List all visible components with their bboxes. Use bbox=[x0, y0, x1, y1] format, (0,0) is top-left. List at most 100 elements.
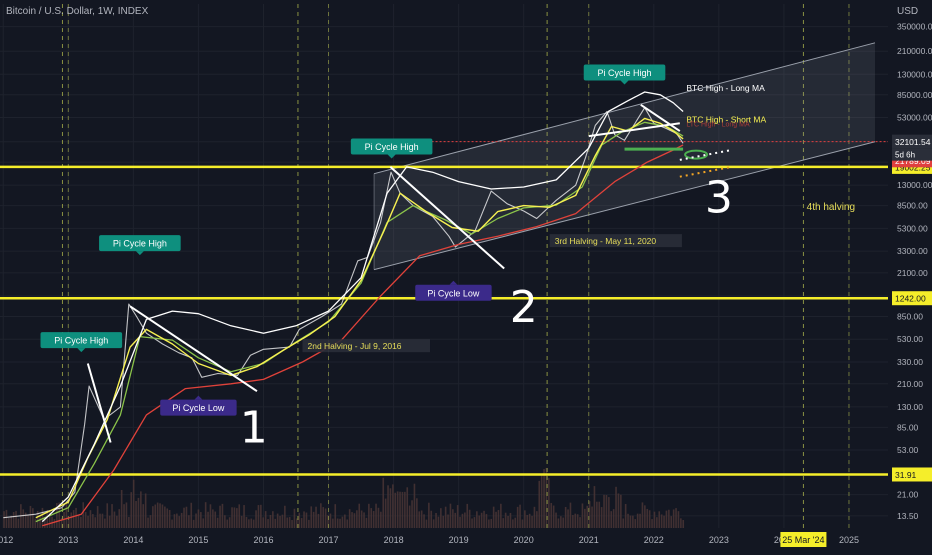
volume-bar bbox=[60, 517, 63, 528]
volume-bar bbox=[644, 505, 646, 528]
level-price-tag-2: 31.91 bbox=[895, 470, 917, 480]
volume-bar bbox=[531, 515, 533, 528]
volume-bar bbox=[303, 511, 305, 528]
volume-bar bbox=[245, 516, 248, 528]
volume-bar bbox=[478, 515, 481, 528]
volume-bar bbox=[15, 510, 17, 528]
volume-bar bbox=[656, 517, 658, 528]
pi-cycle-high-badge-1-bg bbox=[40, 332, 123, 349]
volume-bar bbox=[339, 518, 341, 528]
volume-bar bbox=[560, 516, 562, 528]
volume-bar bbox=[677, 511, 680, 528]
volume-bar bbox=[341, 516, 344, 528]
level-price-tag-1-bg bbox=[892, 291, 932, 306]
volume-bar bbox=[406, 487, 409, 528]
volume-bar bbox=[8, 517, 10, 528]
pi-cycle-high-badge-2-text: Pi Cycle High bbox=[113, 239, 167, 249]
y-tick-label-15: 330.00 bbox=[897, 357, 923, 367]
volume-bar bbox=[195, 513, 197, 528]
volume-bar bbox=[144, 493, 147, 528]
volume-bar bbox=[382, 477, 385, 528]
volume-bar bbox=[572, 515, 574, 528]
trend-line-0 bbox=[86, 363, 112, 443]
volume-bar bbox=[468, 509, 471, 528]
volume-bar bbox=[588, 501, 591, 528]
volume-bar bbox=[480, 512, 483, 528]
volume-bar bbox=[135, 501, 137, 528]
volume-bar bbox=[34, 518, 37, 528]
volume-bar bbox=[574, 513, 577, 528]
pi-cycle-high-badge-1-text: Pi Cycle High bbox=[54, 336, 108, 346]
volume-bar bbox=[159, 503, 161, 528]
x-tick-label-2013: 2013 bbox=[58, 535, 78, 545]
volume-bar bbox=[473, 517, 476, 528]
y-tick-label-17: 130.00 bbox=[897, 402, 923, 412]
volume-bar bbox=[118, 509, 121, 528]
volume-bar bbox=[514, 517, 517, 528]
volume-bar bbox=[533, 506, 536, 528]
volume-bar bbox=[312, 511, 315, 528]
volume-bar bbox=[140, 491, 142, 528]
volume-bar bbox=[173, 514, 176, 528]
pi-cycle-low-badge-2-bg bbox=[415, 284, 492, 301]
volume-bar bbox=[288, 517, 291, 528]
volume-bar bbox=[5, 509, 8, 528]
currency-label: USD bbox=[897, 6, 918, 17]
volume-bar bbox=[334, 504, 337, 528]
volume-bar bbox=[128, 516, 130, 528]
volume-bar bbox=[267, 519, 269, 528]
volume-bar bbox=[641, 502, 644, 528]
volume-bar bbox=[10, 515, 13, 528]
volume-bar bbox=[557, 518, 560, 528]
volume-bar bbox=[648, 510, 651, 528]
current-price-tag: 32101.54 bbox=[895, 137, 931, 147]
pi-cycle-high-badge-2: Pi Cycle High bbox=[99, 235, 181, 256]
volume-bar bbox=[612, 509, 615, 528]
trend-line-3 bbox=[640, 103, 681, 132]
channel-upper-line bbox=[373, 42, 876, 175]
volume-bar bbox=[262, 517, 265, 528]
halving-3-label-bg bbox=[549, 234, 682, 248]
volume-bar bbox=[555, 512, 557, 528]
volume-bar bbox=[32, 508, 34, 528]
volume-bar bbox=[670, 516, 673, 528]
volume-bar bbox=[296, 518, 298, 528]
volume-bar bbox=[663, 515, 665, 528]
volume-bar bbox=[459, 516, 461, 528]
volume-bar bbox=[490, 518, 493, 528]
date-badge-bg bbox=[780, 532, 827, 547]
volume-bar bbox=[492, 506, 495, 528]
volume-bar bbox=[651, 519, 653, 528]
volume-bar bbox=[130, 492, 133, 528]
pi-cycle-high-badge-1-pointer bbox=[77, 348, 86, 353]
volume-bar bbox=[250, 518, 253, 528]
volume-bar bbox=[65, 502, 68, 528]
volume-bar bbox=[454, 512, 457, 528]
volume-bar bbox=[420, 510, 423, 528]
series-high-ma bbox=[41, 91, 684, 523]
volume-bar bbox=[72, 510, 75, 528]
volume-bar bbox=[147, 517, 149, 528]
volume-bar bbox=[192, 519, 195, 528]
volume-bar bbox=[197, 509, 200, 528]
volume-bar bbox=[41, 507, 44, 528]
volume-bar bbox=[375, 503, 377, 528]
volume-bar bbox=[204, 502, 207, 528]
volume-bar bbox=[348, 509, 351, 528]
volume-bar bbox=[53, 519, 56, 528]
volume-bar bbox=[466, 503, 469, 528]
volume-bar bbox=[68, 516, 70, 528]
volume-bar bbox=[396, 491, 399, 528]
volume-bar bbox=[329, 513, 332, 528]
volume-bar bbox=[298, 512, 301, 528]
volume-bar bbox=[368, 503, 370, 528]
volume-bar bbox=[672, 509, 675, 528]
volume-bar bbox=[44, 517, 46, 528]
volume-bar bbox=[411, 500, 413, 528]
volume-bar bbox=[228, 517, 231, 528]
volume-bar bbox=[39, 515, 41, 528]
volume-bar bbox=[502, 518, 505, 528]
